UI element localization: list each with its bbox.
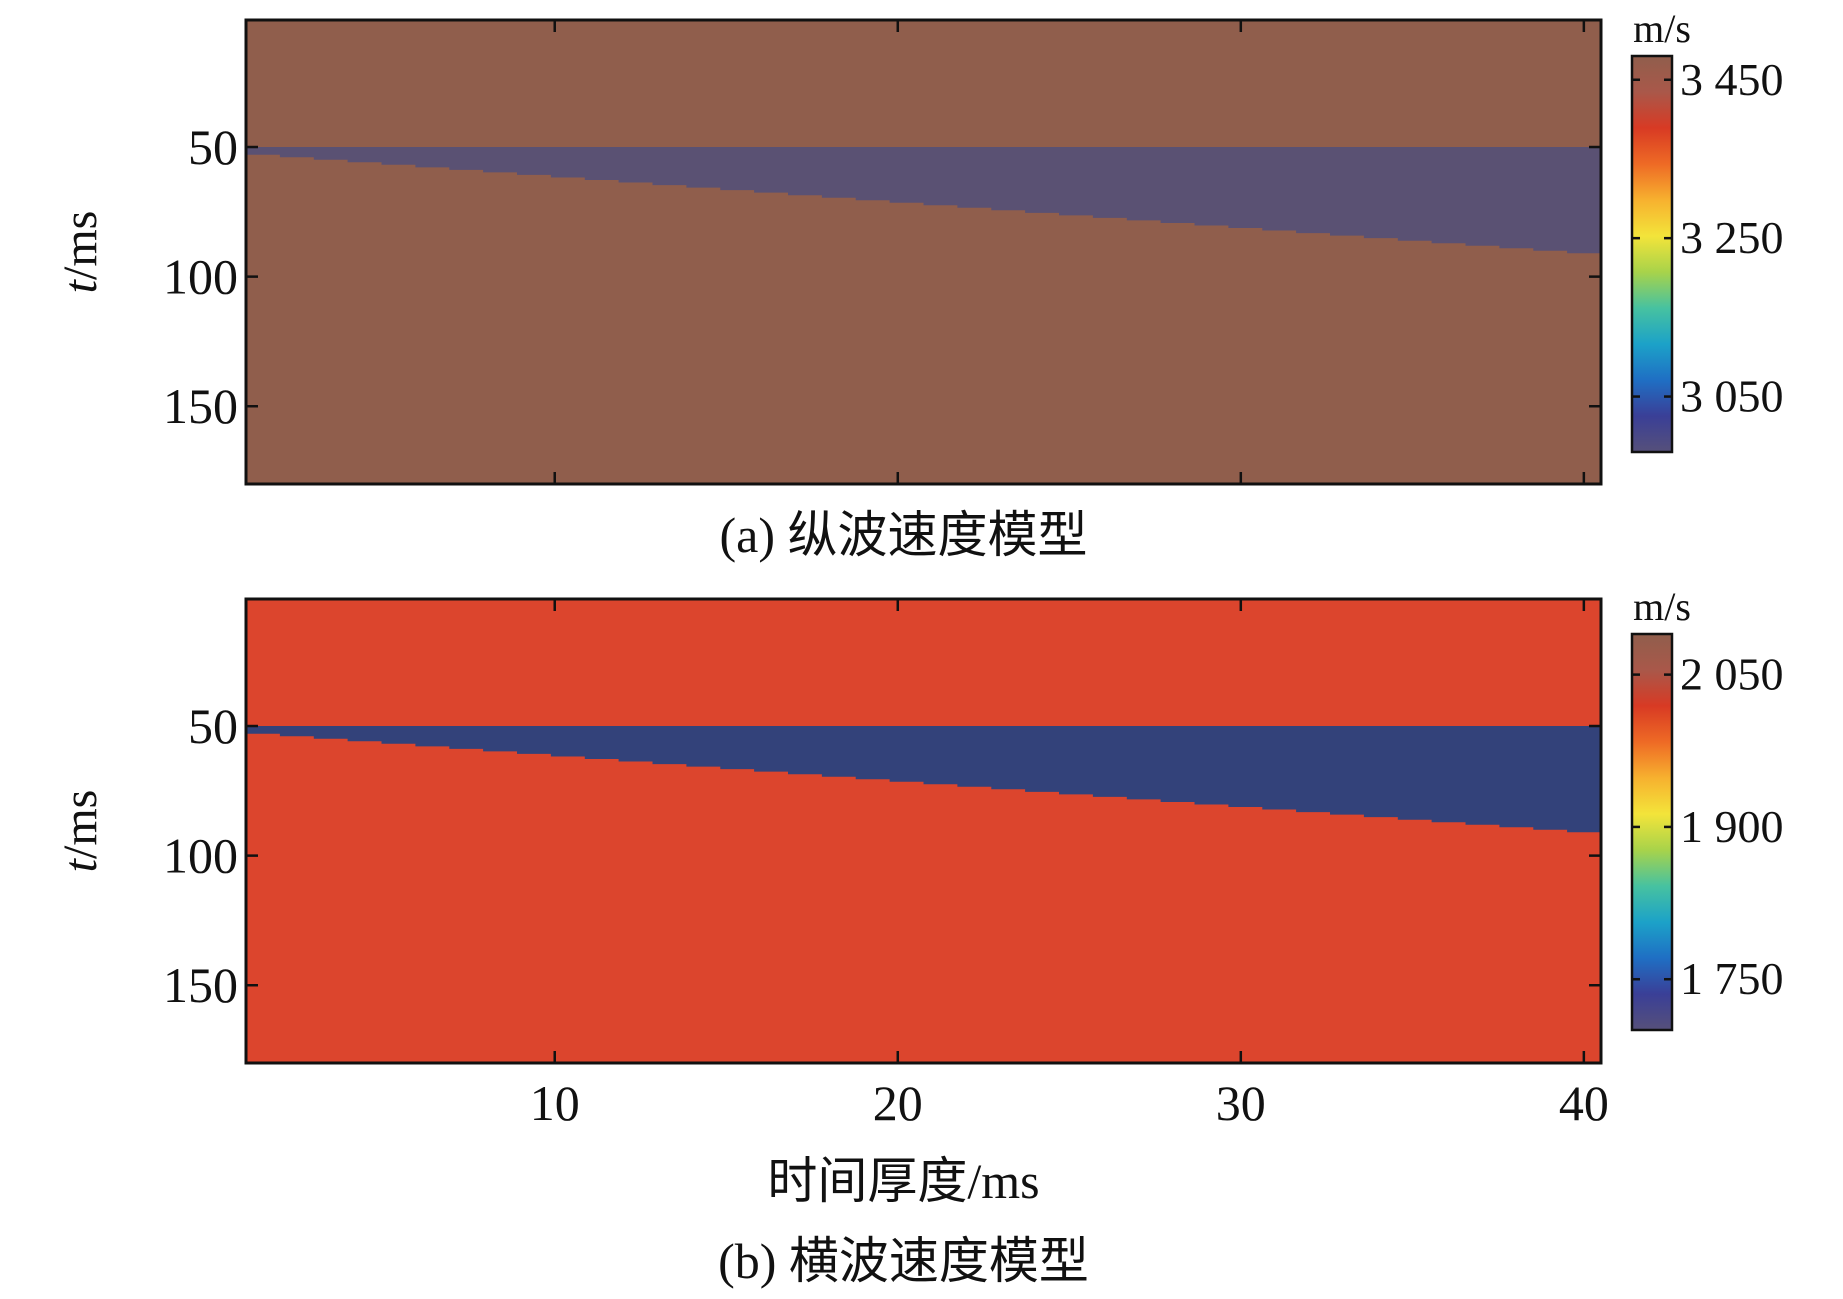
panel-a-axes-frame	[244, 18, 1603, 486]
colorbar-tick-label: 1 900	[1680, 801, 1784, 852]
y-tick-label: 50	[188, 119, 238, 175]
y-tick-label: 100	[163, 249, 238, 305]
panel-a-colorbar-scale	[1630, 54, 1674, 454]
panel-b-y-ticks: 50 100 150	[163, 698, 1601, 1013]
y-tick-label: 100	[163, 828, 238, 884]
panel-b-heatmap	[246, 599, 1601, 1063]
panel-b-colorbar-ticks: 2 050 1 900 1 750	[1632, 649, 1784, 1004]
panel-b-axes-frame	[244, 597, 1603, 1065]
panel-a-y-axis-label: t/ms	[54, 211, 107, 294]
colorbar-tick-label: 1 750	[1680, 953, 1784, 1004]
colorbar-tick-label: 2 050	[1680, 649, 1784, 700]
panel-b-background-layer	[246, 599, 1601, 1063]
panel-b-wedge-layer	[246, 726, 1601, 833]
colorbar-tick-label: 3 250	[1680, 212, 1784, 263]
panel-b-x-axis-label: 时间厚度/ms	[767, 1153, 1039, 1209]
colorbar-tick-label: 3 450	[1680, 54, 1784, 105]
panel-a-heatmap	[246, 20, 1601, 484]
panel-a-wedge-layer	[246, 147, 1601, 254]
y-tick-label: 50	[188, 698, 238, 754]
panel-b-y-axis-label: t/ms	[54, 790, 107, 873]
panel-a-colorbar-unit: m/s	[1633, 6, 1691, 51]
x-tick-label: 20	[873, 1075, 923, 1131]
y-tick-label: 150	[163, 957, 238, 1013]
colorbar-tick-label: 3 050	[1680, 371, 1784, 422]
panel-a-background-layer	[246, 20, 1601, 484]
panel-b-subplot-label: (b) 横波速度模型	[718, 1233, 1089, 1289]
panel-b-colorbar-unit: m/s	[1633, 584, 1691, 629]
panel-b-x-ticks: 10 20 30 40	[530, 599, 1609, 1131]
x-tick-label: 10	[530, 1075, 580, 1131]
panel-a-y-ticks: 50 100 150	[163, 119, 1601, 434]
panel-a-x-ticks	[553, 20, 1586, 484]
x-tick-label: 30	[1216, 1075, 1266, 1131]
panel-b-colorbar: m/s 2 050 1 900 1 750	[1630, 584, 1784, 1032]
x-tick-label: 40	[1559, 1075, 1609, 1131]
panel-b-s-wave-velocity-model: 50 100 150 10 20 30 40 t/ms 时间厚度/ms (b) 横波速度模…	[54, 584, 1784, 1289]
panel-a-colorbar: m/s 3 450 3 250 3 050	[1630, 6, 1784, 454]
y-tick-label: 150	[163, 378, 238, 434]
panel-a-subplot-label: (a) 纵波速度模型	[720, 507, 1088, 563]
panel-a-colorbar-ticks: 3 450 3 250 3 050	[1632, 54, 1784, 422]
panel-b-colorbar-scale	[1630, 632, 1674, 1032]
